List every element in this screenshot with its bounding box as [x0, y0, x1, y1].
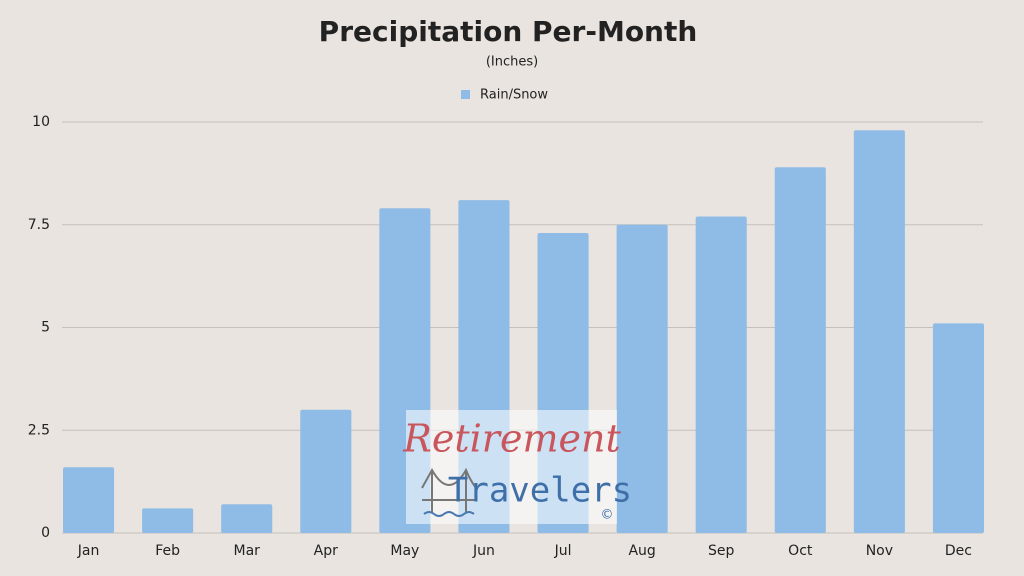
bar: [932, 323, 984, 533]
y-tick-label: 0: [41, 525, 50, 541]
bar: [774, 167, 826, 533]
watermark-line2: Travelers: [448, 471, 632, 511]
bar: [142, 508, 194, 533]
bar: [63, 467, 115, 533]
bar: [221, 504, 273, 533]
plot: 0 2.5 5 7.5 10 Rain/Snow Jan Feb Mar Apr May Jun Jul…: [28, 88, 984, 559]
chart-subtitle: (Inches): [486, 55, 538, 70]
bar: [300, 409, 352, 533]
y-tick-label: 7.5: [28, 217, 50, 233]
x-tick-label: Oct: [788, 543, 813, 559]
bar: [853, 130, 905, 533]
bridge-icon: [421, 467, 477, 517]
x-tick-label: Aug: [628, 543, 655, 559]
x-tick-label: Apr: [314, 543, 338, 559]
y-tick-label: 10: [32, 114, 50, 130]
chart-title: Precipitation Per-Month: [319, 15, 698, 48]
x-tick-label: Jul: [554, 543, 572, 559]
bar: [616, 224, 668, 533]
legend-label: Rain/Snow: [480, 88, 548, 103]
watermark-mark: ©: [601, 508, 614, 523]
watermark-box: [406, 410, 617, 524]
x-tick-label: Feb: [155, 543, 180, 559]
y-tick-label: 5: [41, 320, 50, 336]
watermark-line1: Retirement: [402, 417, 621, 461]
bar: [695, 216, 747, 533]
x-tick-label: Dec: [945, 543, 972, 559]
x-tick-label: Jan: [77, 543, 100, 559]
legend-swatch: [461, 90, 470, 99]
y-tick-label: 2.5: [28, 422, 50, 438]
x-tick-label: Mar: [233, 543, 260, 559]
x-tick-label: May: [390, 543, 419, 559]
x-tick-label: Sep: [708, 543, 735, 559]
watermark: Retirement Travelers ©: [402, 410, 632, 524]
x-tick-label: Nov: [866, 543, 893, 559]
x-tick-label: Jun: [472, 543, 495, 559]
